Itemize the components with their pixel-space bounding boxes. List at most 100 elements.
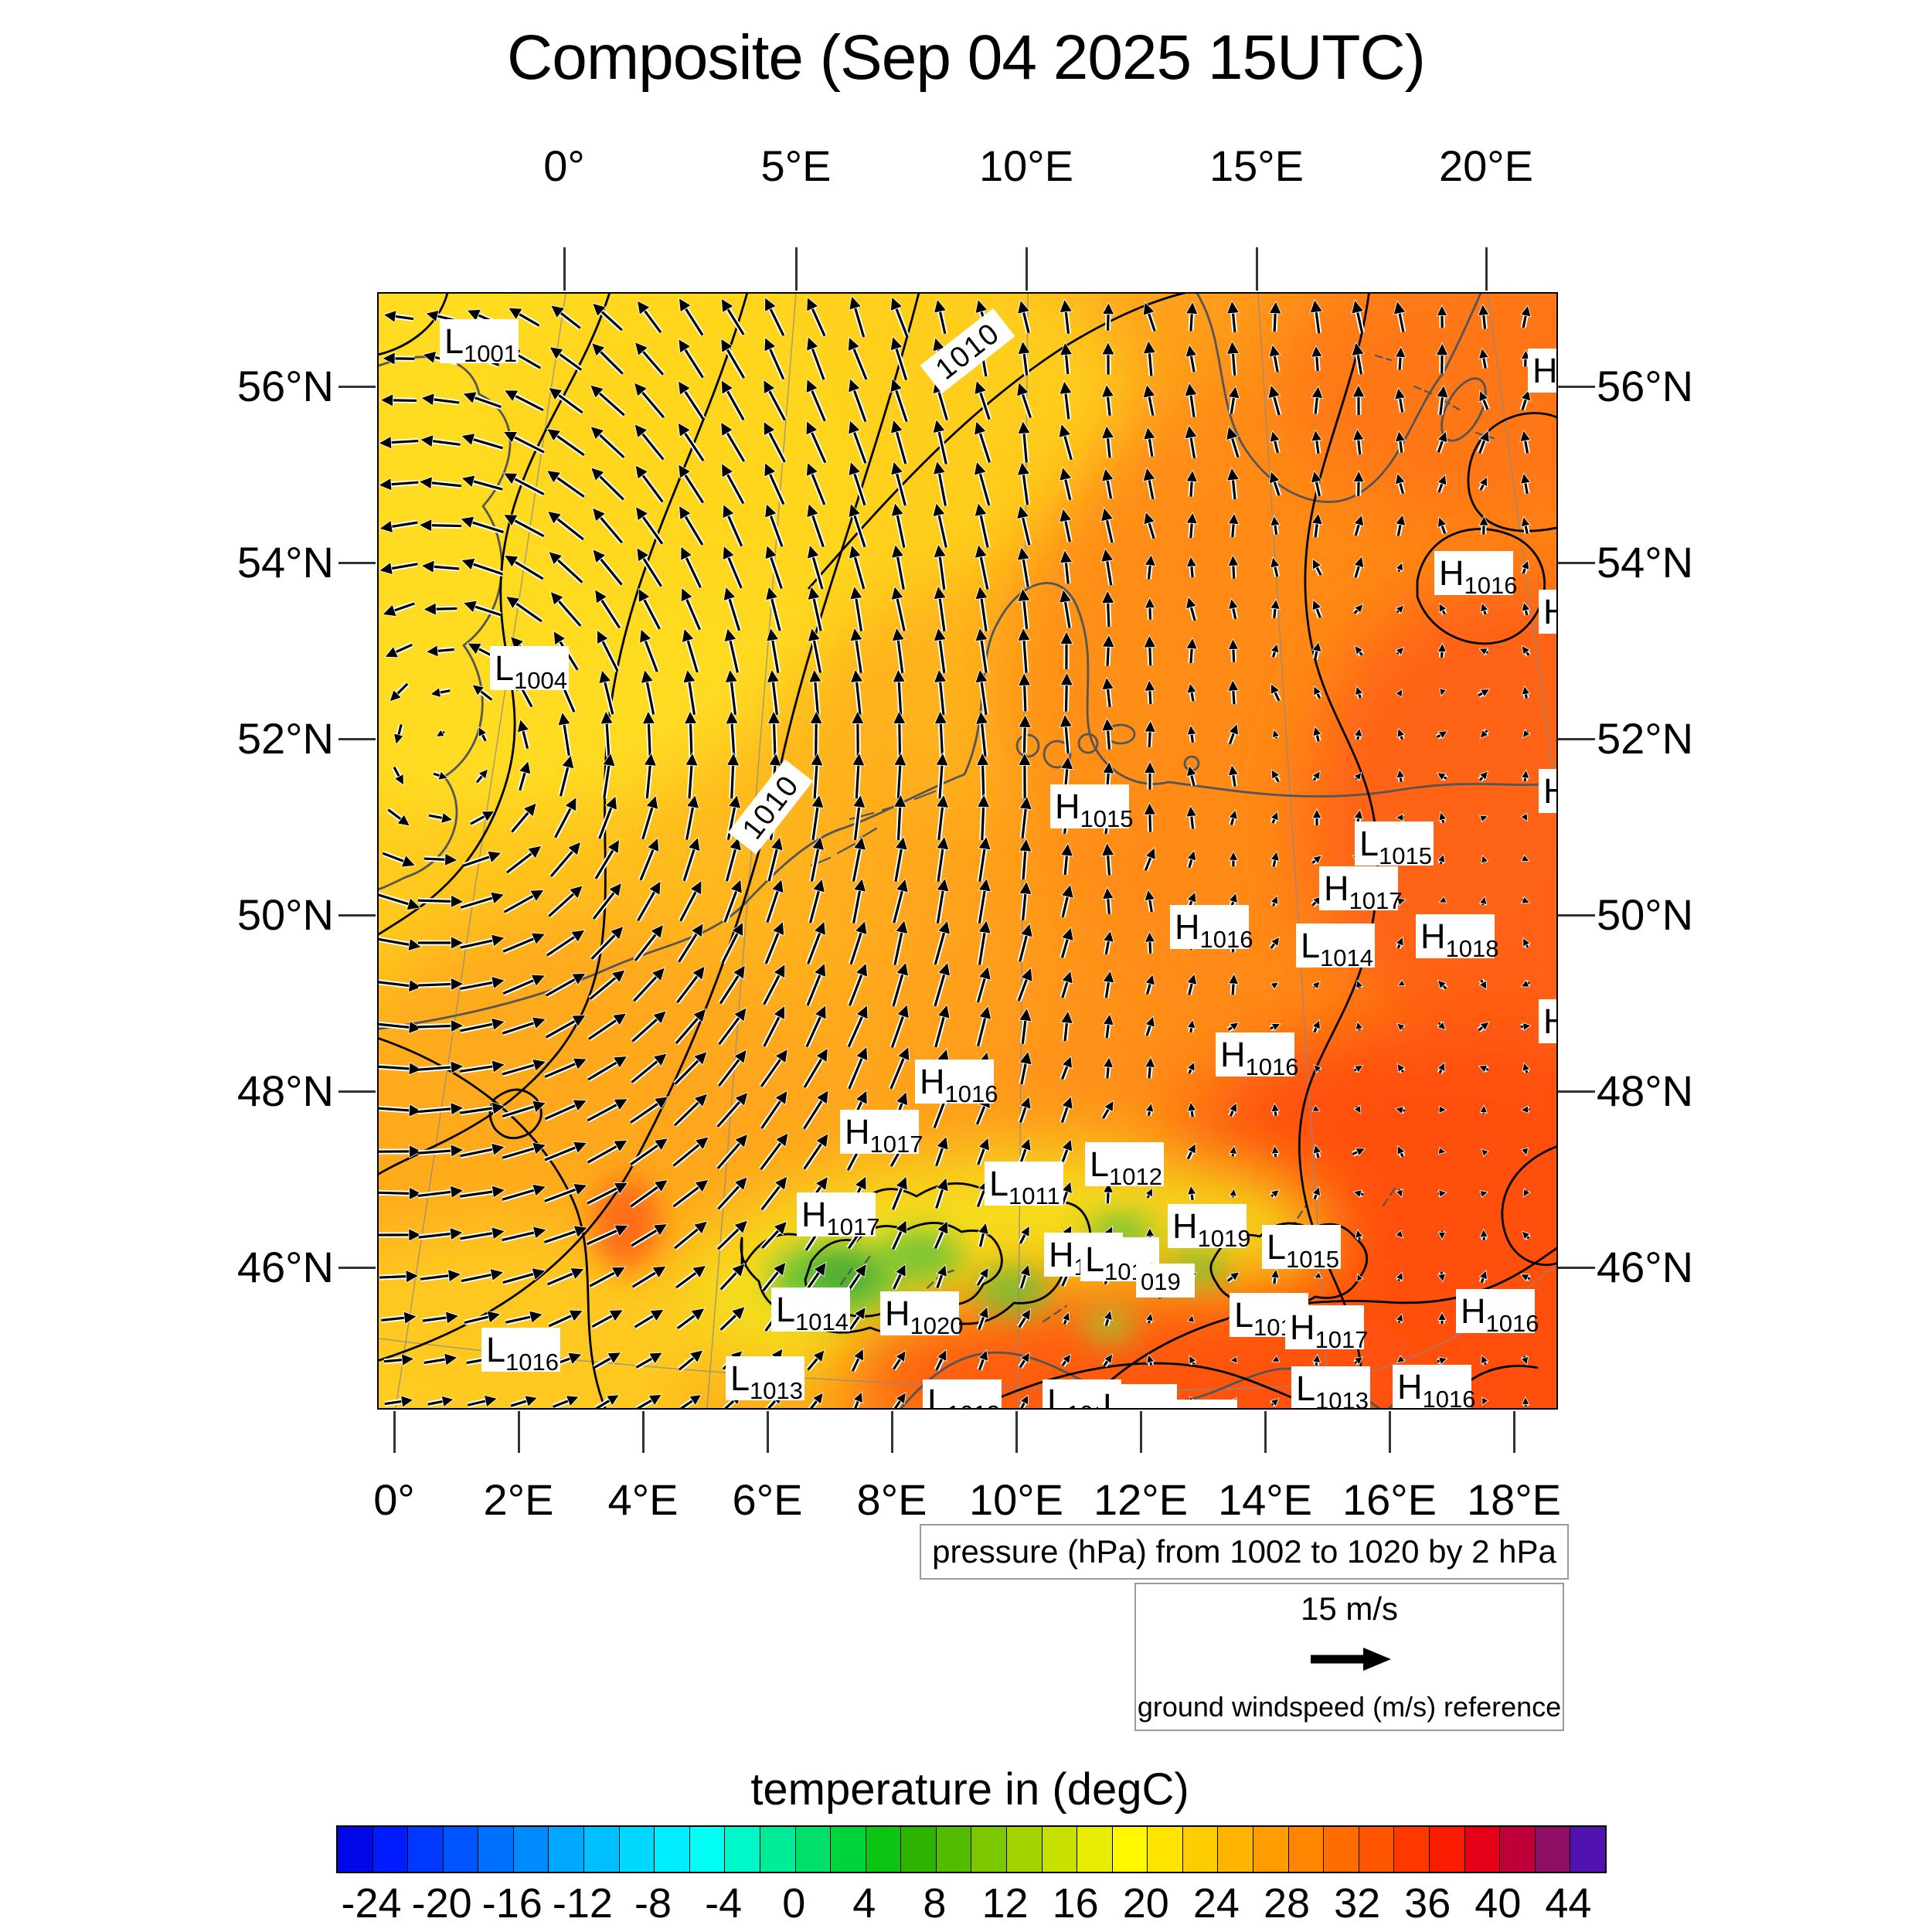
colorbar-tick-label: -4 (705, 1880, 743, 1927)
colorbar-segment (655, 1827, 690, 1872)
colorbar-segment (901, 1827, 937, 1872)
left-axis-tick (338, 386, 376, 388)
svg-text:H1016: H1016 (1543, 1002, 1556, 1047)
pressure-caption: pressure (hPa) from 1002 to 1020 by 2 hP… (932, 1533, 1556, 1570)
colorbar-segment (1006, 1827, 1043, 1872)
svg-text:H1017: H1017 (1324, 869, 1402, 914)
colorbar-tick-label: 32 (1334, 1880, 1381, 1927)
pressure-center-label: L1014 (771, 1287, 850, 1335)
pressure-center-label: H1016 (1434, 551, 1517, 599)
colorbar-tick-label: 20 (1122, 1880, 1169, 1927)
right-axis-tick (1558, 1090, 1595, 1093)
colorbar-tick-label: 16 (1052, 1880, 1099, 1927)
bottom-axis-tick (393, 1411, 396, 1453)
wind-reference-caption: ground windspeed (m/s) reference (1137, 1691, 1562, 1723)
colorbar-segment (338, 1827, 373, 1872)
pressure-center-label: L1012 (1085, 1142, 1164, 1190)
svg-text:H: H (1532, 351, 1556, 390)
bottom-axis-tick (767, 1411, 769, 1453)
colorbar-segment (478, 1827, 514, 1872)
wind-reference-speed: 15 m/s (1300, 1590, 1399, 1627)
colorbar-tick-label: 24 (1192, 1880, 1240, 1927)
colorbar-segment (1042, 1827, 1078, 1872)
pressure-center-labels: L1001L1004H1016H10HH1015L1015H1017H1016L… (440, 319, 1556, 1408)
top-axis-label: 15°E (1209, 141, 1304, 190)
bottom-axis-label: 4°E (607, 1475, 679, 1524)
colorbar-tick-label: 8 (923, 1880, 947, 1927)
left-axis-tick (338, 1090, 376, 1093)
colorbar-segment (725, 1827, 760, 1872)
top-axis-tick (1026, 247, 1028, 291)
bottom-axis-label: 2°E (483, 1475, 554, 1524)
pressure-center-label: L1016 (481, 1328, 560, 1376)
lat-label-right: 56°N (1597, 362, 1694, 410)
colorbar-tick-label: -12 (552, 1880, 613, 1927)
map-canvas: L1001L1004H1016H10HH1015L1015H1017H1016L… (379, 294, 1556, 1408)
colorbar-tick-label: 44 (1545, 1880, 1592, 1927)
pressure-caption-box: pressure (hPa) from 1002 to 1020 by 2 hP… (920, 1524, 1569, 1580)
colorbar-tick-label: 28 (1263, 1880, 1311, 1927)
colorbar-segment (866, 1827, 902, 1872)
colorbar-segment (1500, 1827, 1536, 1872)
pressure-center-label: L1015 (1262, 1225, 1341, 1273)
pressure-center-label: H1017 (1319, 866, 1402, 914)
right-axis-tick (1558, 562, 1595, 564)
colorbar-segment (1148, 1827, 1183, 1872)
left-axis-tick (338, 562, 376, 564)
colorbar-segment (1077, 1827, 1113, 1872)
colorbar-tick-label: -16 (481, 1880, 543, 1927)
colorbar-segment (408, 1827, 444, 1872)
svg-text:H1017: H1017 (1290, 1308, 1368, 1353)
colorbar-segment (1570, 1827, 1605, 1872)
lat-label-right: 54°N (1597, 538, 1694, 587)
colorbar-segment (513, 1827, 549, 1872)
map-area: L1001L1004H1016H10HH1015L1015H1017H1016L… (377, 292, 1558, 1410)
colorbar-tick-label: 0 (782, 1880, 806, 1927)
colorbar-title: temperature in (degC) (750, 1764, 1189, 1815)
colorbar-tick-label: 36 (1404, 1880, 1451, 1927)
colorbar-segment (584, 1827, 620, 1872)
lat-label-left: 46°N (236, 1243, 334, 1291)
left-axis-tick (338, 738, 376, 740)
lat-label-left: 52°N (236, 714, 334, 763)
colorbar-segment (1182, 1827, 1219, 1872)
colorbar-segment (1535, 1827, 1571, 1872)
top-axis-tick (1485, 247, 1488, 291)
bottom-axis-label: 6°E (732, 1475, 803, 1524)
lat-label-right: 50°N (1597, 890, 1694, 939)
colorbar-tick-label: -8 (634, 1880, 672, 1927)
top-axis-label: 20°E (1438, 141, 1534, 190)
colorbar-segment (549, 1827, 585, 1872)
colorbar-segment (1288, 1827, 1325, 1872)
colorbar-segment (1218, 1827, 1254, 1872)
pressure-center-label: H1016 (1170, 905, 1253, 953)
temperature-colorbar (336, 1825, 1607, 1873)
bottom-axis-label: 18°E (1466, 1475, 1562, 1524)
pressure-center-label: L1013 (726, 1356, 804, 1404)
lat-label-left: 56°N (236, 362, 334, 410)
colorbar-tick-label: 12 (981, 1880, 1029, 1927)
pressure-center-label: H1016 (915, 1060, 998, 1107)
pressure-center-label: H1017 (797, 1192, 879, 1240)
colorbar-segment (1464, 1827, 1501, 1872)
lat-label-right: 48°N (1597, 1066, 1694, 1115)
pressure-center-label: L1015 (1355, 821, 1434, 869)
colorbar-tick-label: 40 (1475, 1880, 1522, 1927)
top-axis-label: 0° (543, 141, 585, 190)
pressure-center-label: L1011 (985, 1162, 1063, 1209)
left-axis-tick (338, 914, 376, 917)
left-axis-tick (338, 1267, 376, 1269)
colorbar-segment (1324, 1827, 1359, 1872)
pressure-center-label: H1016 (1456, 1289, 1539, 1337)
pressure-center-label: H1016 (1539, 769, 1556, 817)
top-axis-tick (1256, 247, 1258, 291)
bottom-axis-tick (642, 1411, 645, 1453)
colorbar-segment (1429, 1827, 1465, 1872)
bottom-axis-tick (518, 1411, 520, 1453)
colorbar-tick-label: -20 (411, 1880, 472, 1927)
wind-reference-legend: 15 m/s ground windspeed (m/s) reference (1134, 1583, 1564, 1731)
pressure-center-label: L1004 (490, 646, 569, 694)
colorbar-segment (971, 1827, 1007, 1872)
lat-label-right: 46°N (1597, 1243, 1694, 1291)
